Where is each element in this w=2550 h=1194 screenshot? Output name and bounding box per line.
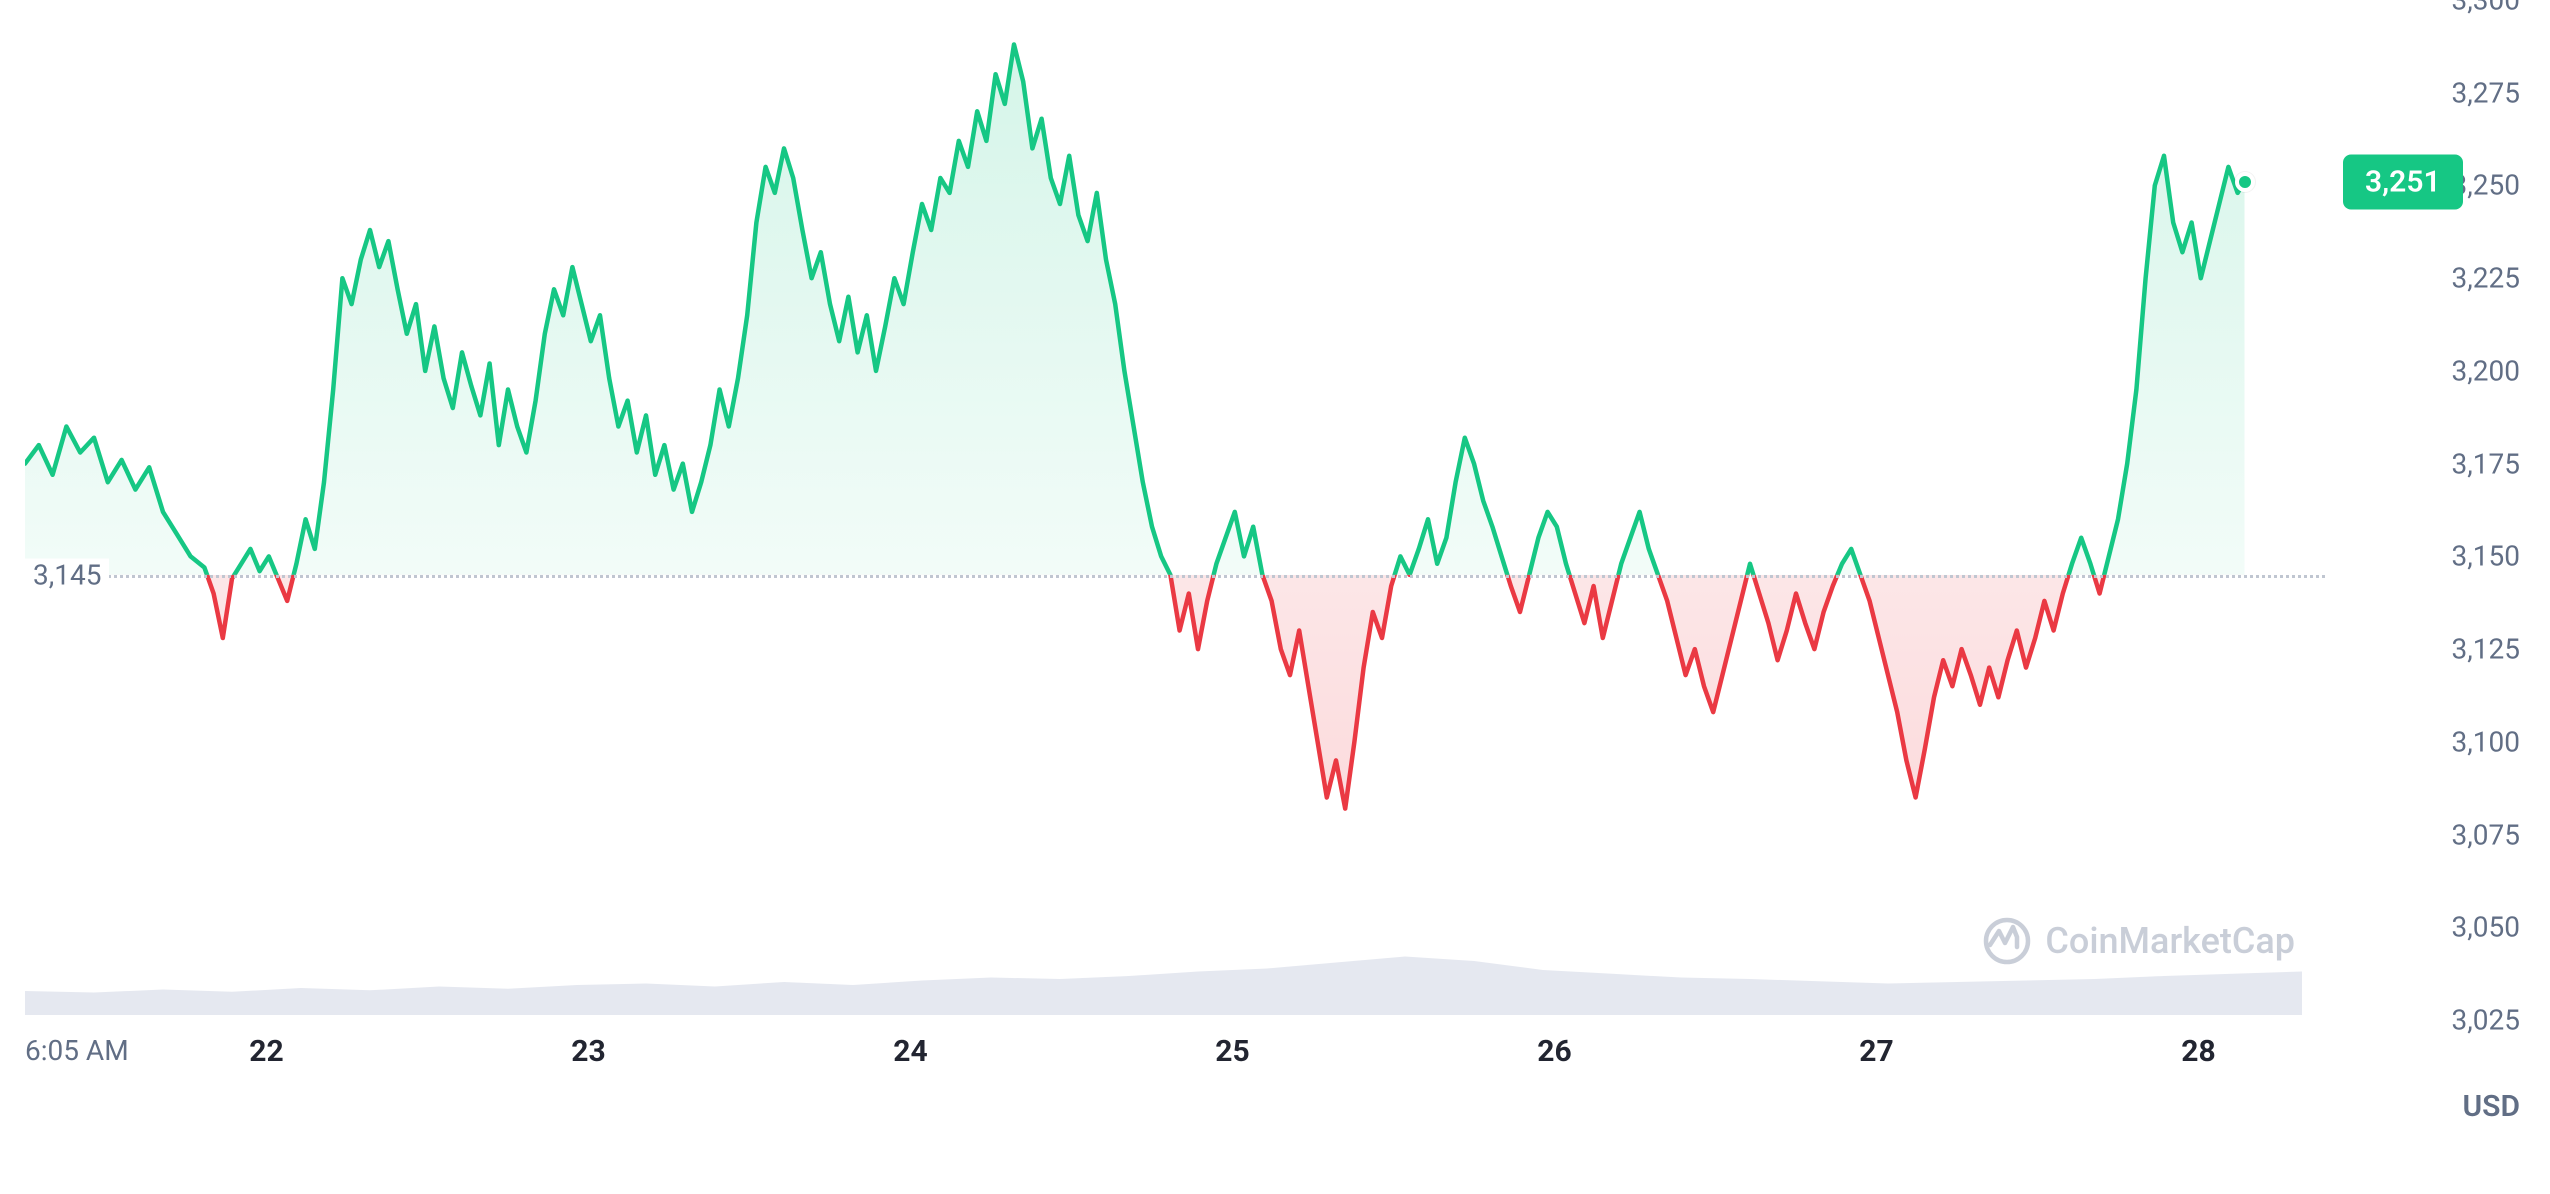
x-tick-label: 26 [1537,1034,1571,1069]
x-tick-label: 27 [1859,1034,1893,1069]
y-tick-label: 3,125 [2452,633,2520,666]
y-tick-label: 3,175 [2452,447,2520,480]
baseline-label: 3,145 [25,558,109,591]
y-tick-label: 3,275 [2452,76,2520,109]
current-price-dot [2235,172,2255,192]
y-tick-label: 3,200 [2452,354,2520,387]
x-tick-label: 24 [893,1034,927,1069]
chart-svg [25,0,2325,1020]
y-axis: 3,0253,0503,0753,1003,1253,1503,1753,200… [2335,0,2520,1020]
currency-label: USD [2462,1089,2520,1124]
x-tick-label: 22 [249,1034,283,1069]
y-tick-label: 3,150 [2452,540,2520,573]
y-tick-label: 3,075 [2452,818,2520,851]
x-axis: 6:05 AM 22 23 24 25 26 27 28 [25,1034,2325,1094]
y-tick-label: 3,050 [2452,911,2520,944]
y-tick-label: 3,300 [2452,0,2520,17]
x-tick-label: 23 [571,1034,605,1069]
x-tick-label: 28 [2181,1034,2215,1069]
current-price-badge: 3,251 [2343,154,2463,209]
y-tick-label: 3,100 [2452,725,2520,758]
x-tick-label: 6:05 AM [25,1034,129,1067]
x-tick-label: 25 [1215,1034,1249,1069]
y-tick-label: 3,225 [2452,262,2520,295]
price-chart[interactable]: 3,145 CoinMarketCap [25,0,2325,1020]
y-tick-label: 3,025 [2452,1004,2520,1037]
